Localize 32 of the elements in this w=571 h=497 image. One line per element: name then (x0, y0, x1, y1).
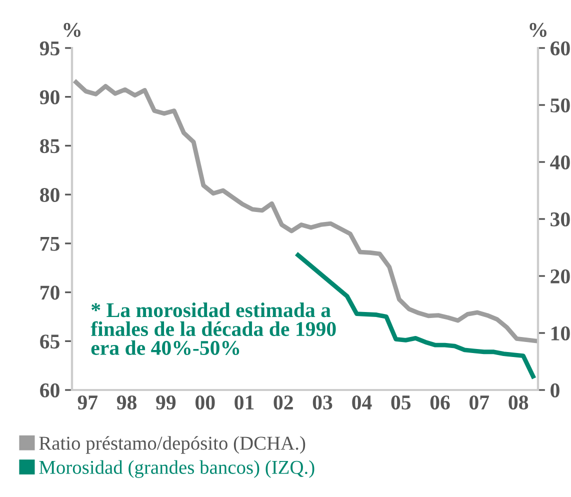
x-tick-label: 03 (312, 395, 332, 410)
y-tick-label: 65 (40, 334, 60, 349)
y2-tick-label: 30 (550, 212, 570, 226)
y2-tick-label: 50 (550, 98, 570, 112)
x-tick-label: 05 (391, 395, 411, 410)
x-tick-label: 00 (196, 395, 215, 410)
x-tick-label: 04 (352, 395, 372, 410)
legend-label: Ratio préstamo/depósito (DCHA.) (39, 436, 306, 454)
annotation: * La morosidad estimada a finales de la década de 1990 era de 40%-50% (90, 302, 336, 356)
y-axis-title: % (64, 22, 80, 37)
y2-tick-label: 10 (551, 326, 570, 340)
x-tick-label: 08 (508, 395, 528, 410)
y-tick-label: 95 (40, 41, 60, 56)
y2-tick-label: 60 (550, 41, 570, 56)
y-tick-label: 90 (40, 90, 60, 104)
x-tick-label: 02 (274, 395, 293, 410)
y-tick-label: 80 (40, 188, 60, 202)
x-tick-label: 97 (78, 396, 98, 410)
x-tick-label: 01 (234, 395, 254, 410)
y-tick-label: 70 (40, 286, 60, 300)
y2-axis-title: % (530, 22, 546, 37)
x-tick-label: 06 (430, 395, 450, 410)
x-tick-label: 98 (116, 395, 137, 410)
y-tick-label: 60 (40, 383, 60, 398)
legend-label: Morosidad (grandes bancos) (IZQ.) (39, 460, 314, 478)
x-tick-label: 07 (470, 395, 490, 410)
y-tick-label: 85 (40, 139, 60, 154)
y-tick-label: 75 (40, 237, 60, 251)
y2-tick-label: 20 (550, 269, 570, 284)
y2-tick-label: 40 (550, 155, 570, 170)
x-tick-label: 99 (156, 396, 176, 410)
y2-tick-label: 0 (550, 383, 560, 398)
